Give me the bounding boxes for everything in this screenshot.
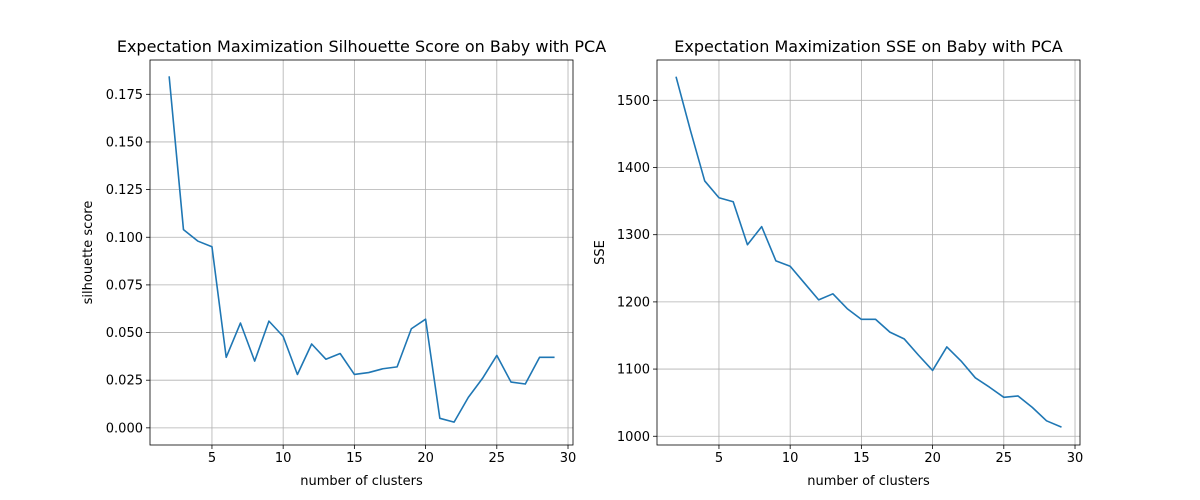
sse-axes-frame xyxy=(656,59,1081,446)
silhouette-y-tick-label: 0.000 xyxy=(106,421,143,436)
silhouette-chart-title: Expectation Maximization Silhouette Scor… xyxy=(117,37,606,56)
sse-y-axis-label: SSE xyxy=(593,240,608,265)
silhouette-series-line xyxy=(168,76,555,423)
sse-series-line xyxy=(675,76,1062,428)
sse-chart: Expectation Maximization SSE on Baby wit… xyxy=(593,37,1083,489)
silhouette-x-tick-label: 5 xyxy=(208,451,216,466)
silhouette-x-tick-label: 20 xyxy=(417,451,434,466)
silhouette-y-tick-label: 0.125 xyxy=(106,183,143,198)
silhouette-axes-frame xyxy=(149,59,574,446)
silhouette-x-tick-label: 10 xyxy=(275,451,292,466)
sse-y-tick-label: 1200 xyxy=(617,295,650,310)
silhouette-y-tick-label: 0.025 xyxy=(106,374,143,389)
silhouette-y-tick-label: 0.175 xyxy=(106,88,143,103)
sse-x-tick-label: 10 xyxy=(782,451,799,466)
silhouette-y-tick-label: 0.150 xyxy=(106,135,143,150)
silhouette-x-tick-label: 25 xyxy=(489,451,506,466)
sse-y-tick-label: 1300 xyxy=(617,228,650,243)
silhouette-x-axis-label: number of clusters xyxy=(300,474,423,489)
sse-y-tick-label: 1400 xyxy=(617,161,650,176)
sse-y-tick-label: 1100 xyxy=(617,363,650,378)
sse-x-tick-label: 30 xyxy=(1067,451,1084,466)
sse-x-axis-label: number of clusters xyxy=(807,474,930,489)
silhouette-x-tick-label: 30 xyxy=(560,451,577,466)
silhouette-y-tick-label: 0.050 xyxy=(106,326,143,341)
sse-y-tick-label: 1000 xyxy=(617,430,650,445)
silhouette-x-tick-label: 15 xyxy=(346,451,363,466)
sse-y-tick-label: 1500 xyxy=(617,94,650,109)
sse-grid xyxy=(657,60,1080,445)
sse-x-tick-label: 25 xyxy=(996,451,1013,466)
silhouette-chart: Expectation Maximization Silhouette Scor… xyxy=(81,37,606,489)
silhouette-y-tick-label: 0.100 xyxy=(106,231,143,246)
sse-x-tick-label: 5 xyxy=(715,451,723,466)
silhouette-y-axis-label: silhouette score xyxy=(81,201,96,305)
sse-x-tick-label: 15 xyxy=(853,451,870,466)
sse-chart-title: Expectation Maximization SSE on Baby wit… xyxy=(674,37,1063,56)
silhouette-grid xyxy=(150,60,573,445)
silhouette-y-tick-label: 0.075 xyxy=(106,278,143,293)
sse-x-tick-label: 20 xyxy=(924,451,941,466)
